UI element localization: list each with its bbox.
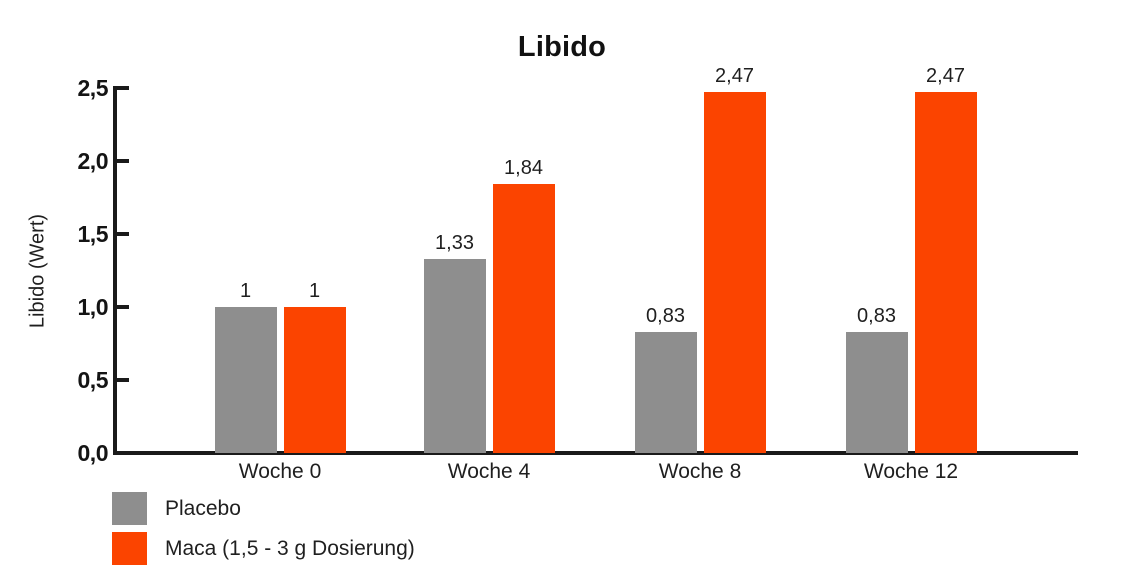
legend-swatch-maca-icon	[112, 532, 147, 565]
y-tick-mark	[117, 86, 129, 90]
bar-placebo-woche-8	[634, 331, 697, 453]
bar-value-label: 2,47	[926, 65, 965, 88]
legend-label-maca: Maca (1,5 - 3 g Dosierung)	[165, 536, 415, 560]
y-tick-mark	[117, 232, 129, 236]
chart-title: Libido	[517, 31, 607, 63]
x-axis-label: Woche 8	[658, 460, 742, 483]
bar-value-label: 2,47	[715, 65, 754, 88]
y-tick-label: 2,0	[77, 148, 109, 174]
y-axis-line	[113, 86, 117, 455]
y-tick-mark	[117, 378, 129, 382]
legend-item-maca: Maca (1,5 - 3 g Dosierung)	[112, 532, 415, 565]
legend-swatch-placebo-icon	[112, 492, 147, 525]
y-tick-label: 1,0	[77, 294, 109, 320]
y-tick-mark	[117, 159, 129, 163]
bar-value-label: 0,83	[646, 304, 685, 327]
y-tick-mark	[117, 305, 129, 309]
bar-maca-woche-12	[914, 92, 977, 453]
bar-value-label: 1,84	[504, 157, 543, 180]
legend-item-placebo: Placebo	[112, 492, 415, 525]
bar-maca-woche-4	[492, 184, 555, 453]
bar-placebo-woche-4	[423, 258, 486, 453]
bar-value-label: 1	[239, 280, 252, 302]
x-axis-label: Woche 4	[447, 460, 531, 483]
x-axis-label: Woche 0	[238, 460, 322, 483]
legend-label-placebo: Placebo	[165, 496, 241, 520]
legend: Placebo Maca (1,5 - 3 g Dosierung)	[112, 492, 415, 572]
y-tick-label: 1,5	[77, 221, 109, 247]
bar-value-label: 1,33	[435, 231, 474, 254]
bar-value-label: 0,83	[857, 304, 896, 327]
bar-value-label: 1	[308, 280, 321, 302]
x-axis-label: Woche 12	[863, 460, 959, 483]
y-tick-label: 2,5	[77, 75, 109, 101]
bar-maca-woche-8	[703, 92, 766, 453]
bar-placebo-woche-0	[214, 307, 277, 453]
y-tick-label: 0,0	[77, 440, 109, 466]
x-axis-line	[113, 451, 1078, 455]
y-tick-label: 0,5	[77, 367, 109, 393]
bar-placebo-woche-12	[845, 331, 908, 453]
bar-maca-woche-0	[283, 307, 346, 453]
